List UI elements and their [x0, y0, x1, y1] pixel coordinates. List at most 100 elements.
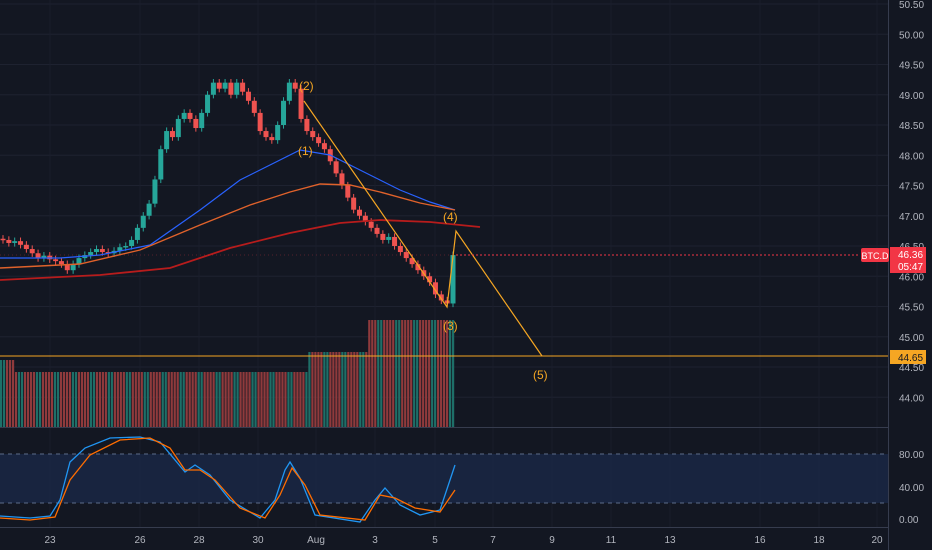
last-price-value: 46.36 — [898, 250, 923, 261]
volume-bar — [8, 360, 12, 427]
volume-bar — [341, 352, 344, 427]
volume-bar — [401, 320, 404, 427]
level-tag-value: 44.65 — [898, 353, 923, 364]
volume-bar — [116, 372, 119, 427]
time-axis-label: Aug — [307, 535, 325, 546]
volume-bar — [284, 372, 287, 427]
volume-bar — [368, 320, 371, 427]
volume-bar — [23, 372, 27, 427]
volume-bar — [290, 372, 293, 427]
time-axis-label: 3 — [372, 535, 378, 546]
time-axis-label: 28 — [193, 535, 205, 546]
candle-body — [409, 258, 415, 265]
candle-body — [0, 238, 6, 241]
volume-bar — [182, 372, 185, 427]
volume-bar — [80, 372, 84, 427]
last-price-tag — [890, 247, 926, 273]
volume-bar — [77, 372, 81, 427]
volume-bar — [338, 352, 341, 427]
oscillator-axis[interactable]: 80.00 40.00 0.00 — [899, 450, 924, 526]
volume-bar — [164, 372, 167, 427]
symbol-tag — [861, 248, 889, 262]
volume-bar — [380, 320, 383, 427]
volume-bar — [410, 320, 413, 427]
candle-body — [374, 227, 380, 234]
candle-body — [286, 82, 292, 101]
time-axis[interactable]: 23 26 28 30 Aug 3 5 7 9 11 13 16 18 20 — [44, 535, 883, 546]
price-axis-label: 44.50 — [899, 363, 924, 374]
volume-bar — [17, 372, 21, 427]
volume-bar — [104, 372, 107, 427]
candle-body — [181, 112, 187, 119]
candle-body — [281, 100, 287, 125]
volume-bar — [56, 372, 60, 427]
elliott-wave-lines[interactable] — [303, 100, 543, 357]
volume-bar — [392, 320, 395, 427]
candle-body — [356, 209, 362, 216]
volume-bar — [296, 372, 299, 427]
candle-body — [415, 264, 421, 271]
price-axis-label: 48.50 — [899, 121, 924, 132]
volume-bar — [443, 320, 446, 427]
volume-bar — [260, 372, 263, 427]
candle-body — [123, 246, 129, 248]
volume-bar — [335, 352, 338, 427]
price-axis[interactable]: 50.50 50.00 49.50 49.00 48.50 48.00 47.50 47.00… — [899, 0, 924, 404]
volume-bar — [101, 372, 104, 427]
volume-bar — [212, 372, 215, 427]
volume-bar — [350, 352, 353, 427]
candle-body — [403, 252, 409, 259]
volume-bar — [146, 372, 149, 427]
volume-bar — [131, 372, 134, 427]
volume-bar — [257, 372, 260, 427]
price-axis-label: 50.50 — [899, 0, 924, 11]
volume-bar — [137, 372, 140, 427]
volume-bar — [377, 320, 380, 427]
volume-bar — [317, 352, 320, 427]
stochastic-k-line — [0, 436, 456, 523]
candle-body — [53, 259, 59, 262]
volume-bar — [326, 352, 329, 427]
volume-bar — [371, 320, 374, 427]
oscillator-axis-label: 40.00 — [899, 483, 924, 494]
volume-bar — [14, 372, 18, 427]
candle-body — [269, 137, 275, 141]
volume-bar — [431, 320, 434, 427]
volume-bar — [434, 320, 437, 427]
price-axis-label: 45.00 — [899, 333, 924, 344]
candle-body — [397, 246, 403, 253]
candle-body — [316, 137, 322, 144]
volume-bar — [143, 372, 146, 427]
candle-body — [175, 118, 181, 138]
candle-body — [275, 125, 281, 141]
volume-bar — [254, 372, 257, 427]
candle-body — [292, 82, 298, 89]
wave-label-4: (4) — [443, 210, 458, 224]
volume-bar — [38, 372, 42, 427]
volume-bar — [125, 372, 128, 427]
volume-bar — [98, 372, 101, 427]
candle-body — [23, 244, 29, 250]
volume-bar — [389, 320, 392, 427]
time-axis-label: 26 — [134, 535, 146, 546]
volume-bar — [107, 372, 110, 427]
volume-bar — [35, 372, 39, 427]
volume-bar — [65, 372, 69, 427]
volume-bar — [419, 320, 422, 427]
candle-body — [18, 241, 24, 245]
candlesticks[interactable] — [0, 79, 456, 308]
wave-label-2: (2) — [299, 79, 314, 93]
time-axis-label: 13 — [664, 535, 676, 546]
volume-bar — [53, 372, 57, 427]
candle-body — [438, 294, 444, 301]
candle-body — [339, 173, 345, 186]
wave-label-5: (5) — [533, 368, 548, 382]
wave-labels: (1) (2) (3) (4) (5) — [298, 79, 548, 382]
volume-bar — [287, 372, 290, 427]
oscillator-axis-label: 80.00 — [899, 450, 924, 461]
candle-body — [251, 100, 257, 113]
volume-bar — [32, 372, 36, 427]
candle-body — [12, 241, 18, 243]
time-axis-label: 11 — [606, 535, 617, 546]
